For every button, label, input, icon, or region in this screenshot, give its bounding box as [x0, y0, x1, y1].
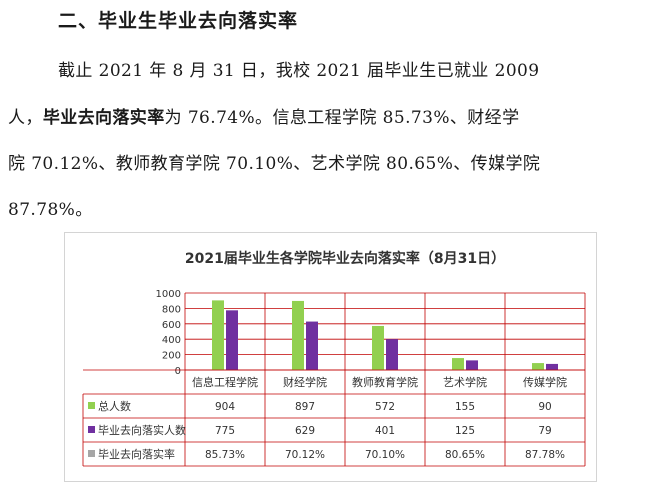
legend-swatch	[88, 402, 95, 409]
paragraph-line-4: 87.78%。	[8, 200, 93, 220]
paragraph-text: 人，	[8, 108, 43, 128]
paragraph-bold-term: 毕业去向落实率	[42, 108, 165, 128]
table-cell: 125	[455, 425, 475, 437]
chart-svg: 2021届毕业生各学院毕业去向落实率（8月31日） 0 200 400 600 800 10…	[82, 250, 586, 467]
table-cell: 897	[295, 401, 315, 413]
bar-total	[372, 325, 384, 370]
table-cell: 70.12%	[285, 449, 325, 461]
table-cell: 904	[215, 401, 235, 413]
paragraph-line-1: 截止 2021 年 8 月 31 日，我校 2021 届毕业生已就业 2009	[58, 61, 540, 81]
table-cell: 90	[538, 401, 551, 413]
table-row-label: 毕业去向落实率	[98, 447, 175, 461]
bar-employed	[226, 310, 238, 370]
paragraph-text: 为 76.74%。信息工程学院 85.73%、财经学	[164, 108, 520, 128]
table-cell: 629	[295, 425, 315, 437]
table-row-label: 毕业去向落实人数	[98, 423, 186, 437]
table-cell: 155	[455, 401, 475, 413]
legend-swatch	[88, 450, 95, 457]
table-row-label: 总人数	[98, 399, 131, 413]
bar-employed	[466, 360, 478, 370]
y-tick-label: 0	[175, 366, 181, 377]
table-cell: 572	[375, 401, 395, 413]
y-tick-label: 1000	[156, 289, 181, 300]
table-cell: 401	[375, 425, 395, 437]
category-label: 财经学院	[283, 375, 327, 389]
section-heading: 二、毕业生毕业去向落实率	[58, 10, 299, 32]
y-tick-label: 600	[162, 320, 181, 331]
y-tick-label: 400	[162, 335, 181, 346]
paragraph-line-3: 院 70.12%、教师教育学院 70.10%、艺术学院 80.65%、传媒学院	[8, 154, 541, 174]
table-cell: 79	[538, 425, 551, 437]
y-tick-label: 800	[162, 304, 181, 315]
category-label: 信息工程学院	[192, 375, 258, 389]
bar-employed	[306, 321, 318, 370]
chart-figure: 2021届毕业生各学院毕业去向落实率（8月31日） 0 200 400 600 800 10…	[64, 232, 597, 482]
bar-employed	[386, 339, 398, 370]
y-tick-label: 200	[162, 351, 181, 362]
table-cell: 70.10%	[365, 449, 405, 461]
category-label: 艺术学院	[443, 375, 487, 389]
chart-title: 2021届毕业生各学院毕业去向落实率（8月31日）	[185, 250, 505, 267]
table-cell: 775	[215, 425, 235, 437]
table-cell: 87.78%	[525, 449, 565, 461]
bar-total	[452, 358, 464, 370]
bar-total	[532, 363, 544, 370]
category-label: 传媒学院	[523, 375, 567, 389]
bar-total	[212, 300, 224, 370]
bar-employed	[546, 363, 558, 370]
category-label: 教师教育学院	[352, 375, 418, 389]
paragraph-line-2: 人，毕业去向落实率为 76.74%。信息工程学院 85.73%、财经学	[8, 103, 519, 128]
table-cell: 85.73%	[205, 449, 245, 461]
bar-total	[292, 300, 304, 370]
table-cell: 80.65%	[445, 449, 485, 461]
legend-swatch	[88, 426, 95, 433]
